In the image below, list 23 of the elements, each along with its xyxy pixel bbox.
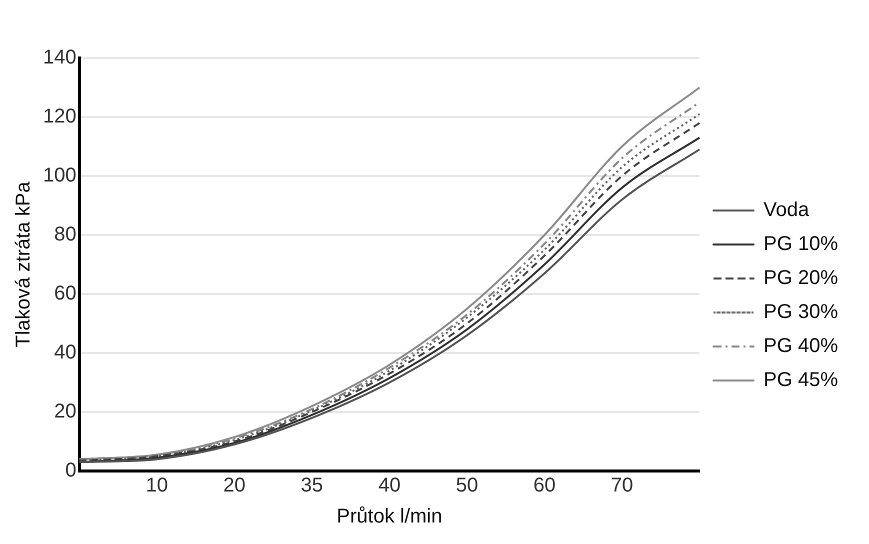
y-tick-label: 40 (54, 342, 76, 364)
legend-label: PG 45% (764, 369, 838, 392)
y-tick-label: 140 (42, 46, 76, 69)
x-tick-label: 70 (610, 474, 634, 497)
x-tick-label: 10 (146, 474, 168, 497)
legend-label: PG 40% (764, 335, 838, 358)
x-tick-label: 40 (378, 474, 401, 497)
y-axis-title: Tlaková ztráta kPa (12, 180, 35, 348)
x-tick-label: 35 (300, 474, 324, 497)
legend-label: PG 10% (764, 233, 838, 256)
y-tick-label: 80 (54, 224, 76, 246)
x-tick-label: 60 (533, 474, 556, 497)
y-tick-label: 120 (42, 106, 76, 128)
legend-label: PG 30% (764, 301, 838, 324)
x-axis-title: Průtok l/min (336, 506, 442, 528)
y-tick-label: 60 (54, 282, 76, 305)
x-tick-label: 20 (223, 474, 246, 497)
y-tick-label: 20 (54, 400, 76, 423)
y-tick-label: 100 (42, 164, 76, 187)
y-tick-label: 0 (65, 460, 76, 482)
legend-label: PG 20% (764, 267, 838, 290)
x-tick-label: 50 (456, 474, 478, 497)
legend-label: Voda (764, 199, 810, 222)
